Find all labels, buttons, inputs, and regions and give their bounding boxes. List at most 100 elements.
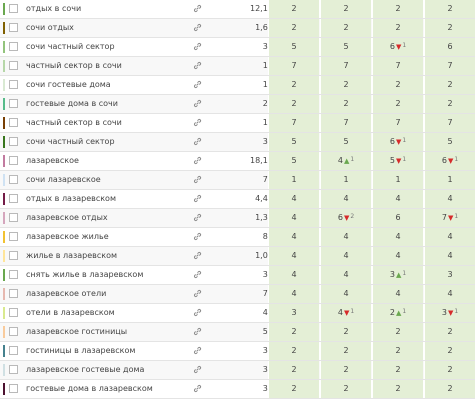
checkbox[interactable] bbox=[9, 42, 18, 51]
keyword: отдых в сочи bbox=[26, 4, 82, 13]
rank: 7 bbox=[395, 61, 401, 70]
rank: 3 bbox=[447, 270, 453, 279]
link-glyph bbox=[193, 137, 202, 146]
link-icon[interactable] bbox=[193, 251, 202, 262]
checkbox[interactable] bbox=[9, 23, 18, 32]
color-stripe bbox=[3, 3, 5, 15]
rank-cell: 2 bbox=[320, 323, 371, 341]
checkbox[interactable] bbox=[9, 137, 18, 146]
link-glyph bbox=[193, 270, 202, 279]
link-glyph bbox=[193, 365, 202, 374]
checkbox[interactable] bbox=[9, 213, 18, 222]
link-icon[interactable] bbox=[193, 365, 202, 376]
link-icon[interactable] bbox=[193, 156, 202, 167]
rank-cell: 4 bbox=[424, 190, 475, 208]
change-delta: 1 bbox=[402, 156, 407, 163]
link-icon[interactable] bbox=[193, 289, 202, 300]
checkbox[interactable] bbox=[9, 270, 18, 279]
rank-cell: 7 bbox=[320, 114, 371, 132]
color-stripe bbox=[3, 307, 5, 319]
link-icon[interactable] bbox=[193, 384, 202, 395]
checkbox[interactable] bbox=[9, 327, 18, 336]
checkbox[interactable] bbox=[9, 118, 18, 127]
keyword: снять жилье в лазаревском bbox=[26, 270, 144, 279]
checkbox[interactable] bbox=[9, 99, 18, 108]
rank-cell: 2 bbox=[320, 0, 371, 18]
link-icon[interactable] bbox=[193, 213, 202, 224]
link-icon[interactable] bbox=[193, 80, 202, 91]
rank-cell: 4 bbox=[320, 247, 371, 265]
checkbox[interactable] bbox=[9, 61, 18, 70]
rank: 2 bbox=[343, 4, 349, 13]
link-icon[interactable] bbox=[193, 99, 202, 110]
rank: 2 bbox=[343, 384, 349, 393]
link-icon[interactable] bbox=[193, 327, 202, 338]
table-row: гостиницы в лазаревском3902222 bbox=[0, 342, 475, 361]
rank-cell: 4 bbox=[372, 190, 423, 208]
rank: 4 bbox=[447, 289, 453, 298]
rank: 4 bbox=[395, 232, 401, 241]
rank: 4 bbox=[291, 251, 297, 260]
rank-cell: 1 bbox=[424, 171, 475, 189]
link-icon[interactable] bbox=[193, 61, 202, 72]
table-row: лазаревское гостевые дома3902222 bbox=[0, 361, 475, 380]
checkbox[interactable] bbox=[9, 194, 18, 203]
rank: 2 bbox=[395, 365, 401, 374]
checkbox[interactable] bbox=[9, 232, 18, 241]
rank-cell: 2 bbox=[320, 342, 371, 360]
change-arrow: ▼ bbox=[395, 43, 402, 51]
rank: 7 bbox=[343, 61, 349, 70]
rank-cell: 7 bbox=[320, 57, 371, 75]
checkbox[interactable] bbox=[9, 156, 18, 165]
keyword: лазаревское гостевые дома bbox=[26, 365, 145, 374]
link-icon[interactable] bbox=[193, 137, 202, 148]
rank-cell: 2 bbox=[268, 95, 319, 113]
link-icon[interactable] bbox=[193, 175, 202, 186]
rank-cell: 2 bbox=[424, 19, 475, 37]
rank: 4 bbox=[291, 232, 297, 241]
rank-cell: 4▲1 bbox=[320, 152, 371, 170]
link-icon[interactable] bbox=[193, 308, 202, 319]
checkbox[interactable] bbox=[9, 289, 18, 298]
link-icon[interactable] bbox=[193, 118, 202, 129]
rank: 7 bbox=[395, 118, 401, 127]
link-icon[interactable] bbox=[193, 346, 202, 357]
rank-cell: 2 bbox=[372, 76, 423, 94]
checkbox[interactable] bbox=[9, 251, 18, 260]
checkbox[interactable] bbox=[9, 4, 18, 13]
change-arrow: ▼ bbox=[447, 157, 454, 165]
checkbox[interactable] bbox=[9, 80, 18, 89]
checkbox[interactable] bbox=[9, 308, 18, 317]
link-icon[interactable] bbox=[193, 270, 202, 281]
rank: 1 bbox=[447, 175, 453, 184]
keyword: отели в лазаревском bbox=[26, 308, 115, 317]
checkbox[interactable] bbox=[9, 365, 18, 374]
rank: 2 bbox=[389, 308, 395, 317]
rank: 2 bbox=[395, 23, 401, 32]
rank: 2 bbox=[395, 327, 401, 336]
rank: 6 bbox=[389, 137, 395, 146]
table-row: сочи гостевые дома1702222 bbox=[0, 76, 475, 95]
keyword: сочи частный сектор bbox=[26, 137, 115, 146]
link-icon[interactable] bbox=[193, 232, 202, 243]
change-arrow: ▲ bbox=[395, 271, 402, 279]
link-icon[interactable] bbox=[193, 194, 202, 205]
table-row: лазаревское отдых 1,300 4 6▼2 6 7▼1 bbox=[0, 209, 475, 228]
link-icon[interactable] bbox=[193, 4, 202, 15]
link-icon[interactable] bbox=[193, 42, 202, 53]
rank: 2 bbox=[447, 346, 453, 355]
rank: 2 bbox=[447, 80, 453, 89]
rank-cell: 2 bbox=[268, 380, 319, 398]
rank-cell: 7 bbox=[424, 114, 475, 132]
link-glyph bbox=[193, 384, 202, 393]
search-volume: 12,100 bbox=[250, 4, 278, 13]
checkbox[interactable] bbox=[9, 175, 18, 184]
link-icon[interactable] bbox=[193, 23, 202, 34]
color-stripe bbox=[3, 231, 5, 243]
link-glyph bbox=[193, 308, 202, 317]
link-glyph bbox=[193, 346, 202, 355]
keyword: лазаревское гостиницы bbox=[26, 327, 128, 336]
rank-cell: 1 bbox=[268, 171, 319, 189]
checkbox[interactable] bbox=[9, 384, 18, 393]
checkbox[interactable] bbox=[9, 346, 18, 355]
